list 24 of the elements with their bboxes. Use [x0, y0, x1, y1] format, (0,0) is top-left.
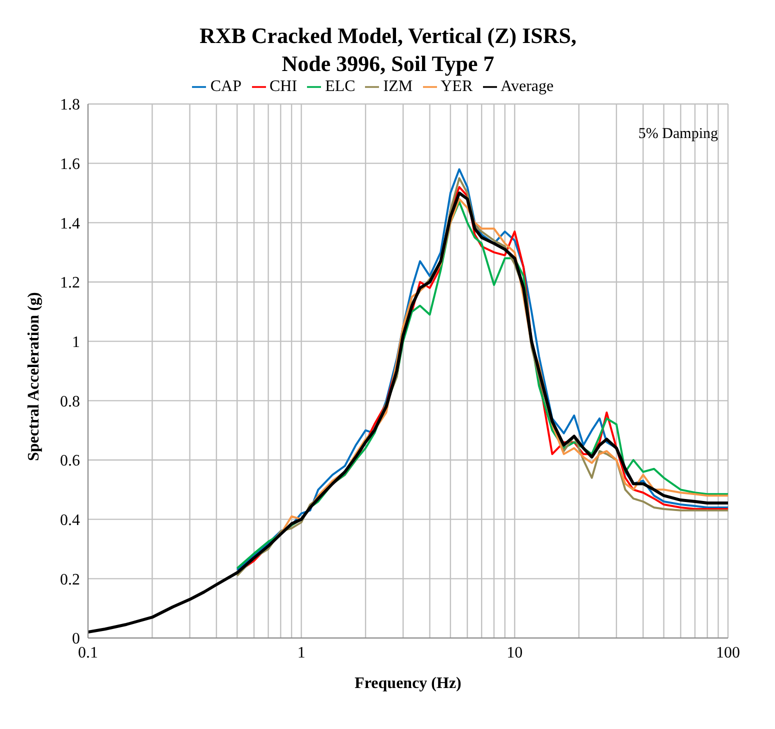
legend-label: IZM: [383, 78, 413, 95]
x-tick-label: 10: [506, 644, 523, 662]
y-tick-label: 0.2: [60, 571, 80, 588]
x-tick-label: 100: [716, 644, 740, 662]
legend-label: CHI: [270, 78, 298, 95]
legend-label: CAP: [210, 78, 242, 95]
chart-title: RXB Cracked Model, Vertical (Z) ISRS, Node 3996, Soil Type 7: [198, 22, 578, 78]
y-tick-label: 0.8: [60, 393, 80, 410]
legend-label: ELC: [325, 78, 356, 95]
y-tick-label: 1.8: [60, 96, 80, 114]
y-tick-label: 0.6: [60, 452, 80, 470]
legend-label: Average: [500, 78, 554, 95]
y-tick-label: 1: [72, 334, 80, 352]
y-tick-label: 0: [72, 630, 80, 648]
y-tick-label: 1.2: [60, 274, 80, 292]
x-tick-label: 1: [297, 644, 306, 662]
legend-label: YER: [440, 78, 473, 95]
y-axis-title: Spectral Acceleration (g): [26, 292, 43, 461]
x-axis-title: Frequency (Hz): [354, 675, 462, 692]
annotation: 5% Damping: [638, 126, 718, 143]
x-tick-label: 0.1: [78, 644, 98, 662]
y-tick-label: 1.6: [60, 156, 80, 174]
y-tick-label: 1.4: [60, 215, 80, 232]
y-tick-label: 0.4: [60, 512, 80, 530]
